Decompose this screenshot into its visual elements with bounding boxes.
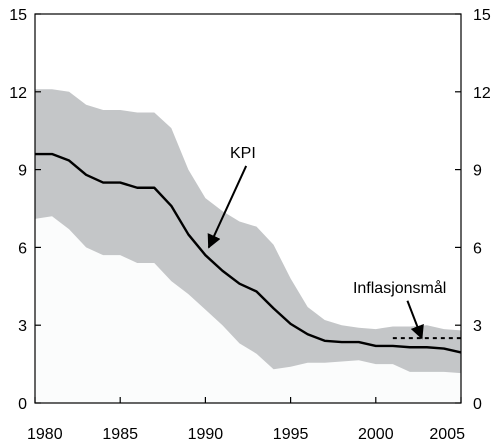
y-tick-label-right: 9 bbox=[473, 163, 482, 180]
y-tick-label-left: 6 bbox=[18, 240, 27, 257]
y-tick-label-left: 3 bbox=[18, 318, 27, 335]
y-tick-label-left: 0 bbox=[18, 396, 27, 413]
y-tick-label-right: 15 bbox=[473, 7, 491, 24]
y-tick-label-right: 6 bbox=[473, 240, 482, 257]
x-tick-label: 1985 bbox=[102, 426, 138, 443]
x-tick-label: 2005 bbox=[429, 426, 465, 443]
x-tick-label: 2000 bbox=[358, 426, 394, 443]
x-tick-label: 1995 bbox=[273, 426, 309, 443]
y-tick-label-right: 3 bbox=[473, 318, 482, 335]
annotation-arrow-inflasjonsm-l bbox=[406, 300, 424, 340]
y-tick-label-right: 12 bbox=[473, 85, 491, 102]
uncertainty-band bbox=[35, 89, 461, 374]
plot-frame bbox=[34, 13, 462, 404]
series-layer bbox=[35, 89, 462, 374]
y-tick-label-left: 12 bbox=[9, 85, 27, 102]
annotation-label-inflasjonsm-l: Inflasjonsmål bbox=[353, 279, 446, 297]
x-tick-label: 1990 bbox=[188, 426, 224, 443]
axes: 0 0 3 3 6 6 9 9 12 12 15 15 1980 1985 1990 1995 2000 2005 bbox=[9, 7, 491, 443]
y-tick-label-left: 15 bbox=[9, 7, 27, 24]
annotations: KPI Inflasjonsmål bbox=[207, 145, 446, 340]
y-tick-label-left: 9 bbox=[18, 163, 27, 180]
x-tick-label: 1980 bbox=[27, 426, 63, 443]
annotation-arrow-kpi bbox=[207, 165, 248, 249]
y-tick-label-right: 0 bbox=[473, 396, 482, 413]
annotation-label-kpi: KPI bbox=[230, 145, 256, 162]
series-line-kpi bbox=[35, 152, 462, 354]
above-band-region bbox=[35, 14, 461, 331]
